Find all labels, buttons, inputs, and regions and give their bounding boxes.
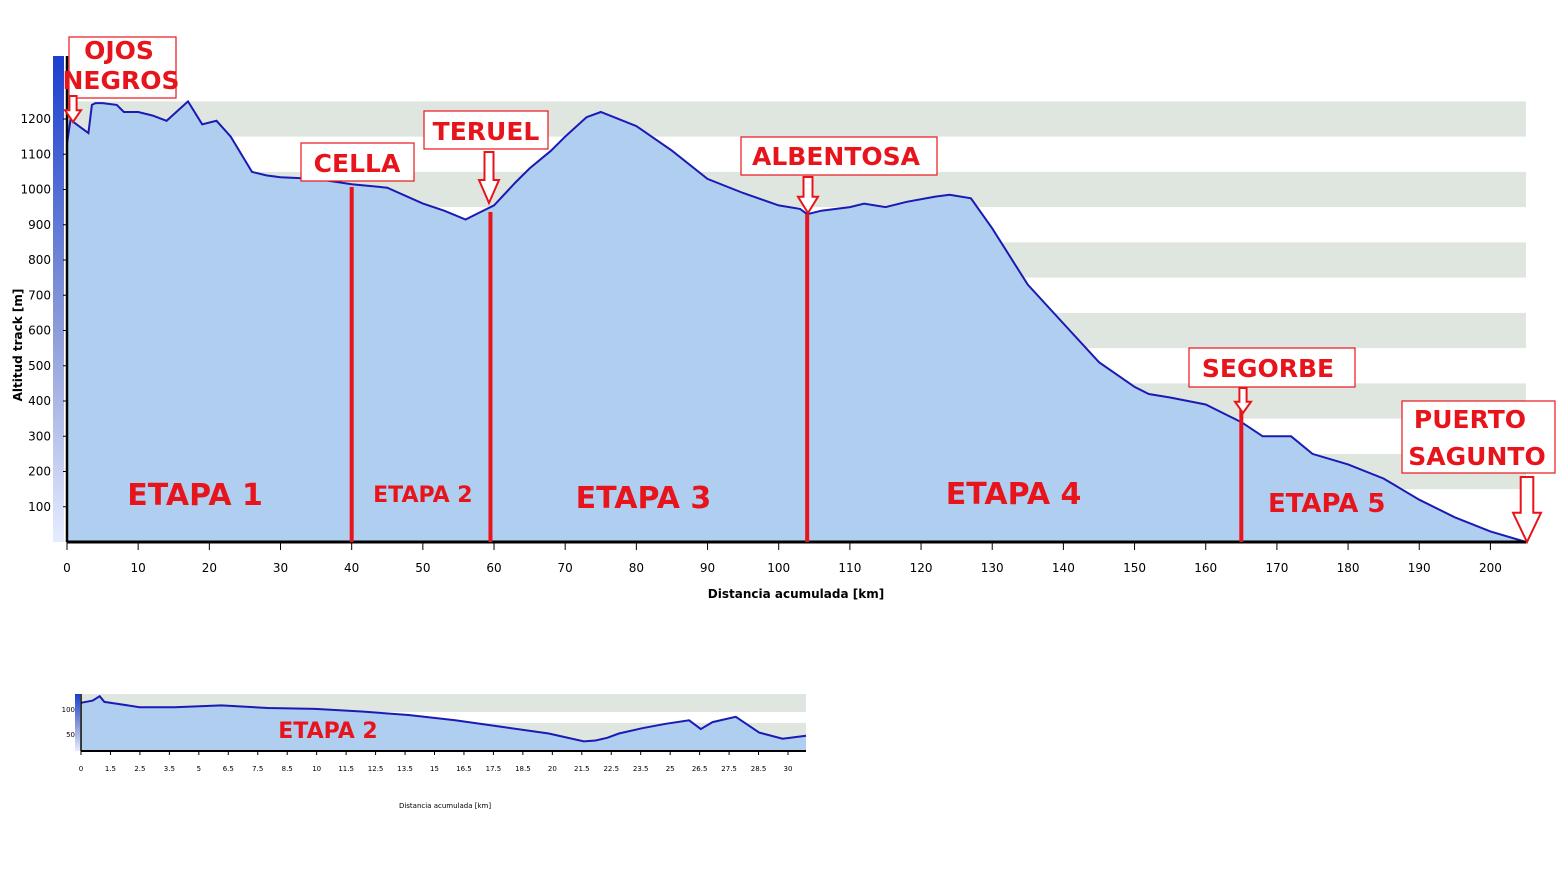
y-tick-label: 1000 xyxy=(20,183,51,197)
elevation-area xyxy=(67,101,1526,543)
mini-x-tick-label: 28.5 xyxy=(751,765,767,773)
x-tick-label: 10 xyxy=(131,561,146,575)
mini-x-axis-title: Distancia acumulada [km] xyxy=(399,802,491,810)
pointer-arrow xyxy=(1511,476,1543,545)
x-tick-label: 180 xyxy=(1337,561,1360,575)
pointer-arrow xyxy=(796,176,820,215)
x-tick-label: 20 xyxy=(202,561,217,575)
label-box xyxy=(740,136,938,176)
y-tick-label: 100 xyxy=(28,500,51,514)
mini-x-tick-label: 18.5 xyxy=(515,765,531,773)
elevation-line xyxy=(66,99,1527,543)
mini-x-tick-label: 22.5 xyxy=(603,765,619,773)
mini-y-tick-label: 50 xyxy=(66,731,75,739)
mini-elevation-line xyxy=(80,694,807,743)
x-tick-label: 160 xyxy=(1194,561,1217,575)
mini-x-tick-label: 16.5 xyxy=(456,765,472,773)
mini-x-tick-label: 8.5 xyxy=(282,765,293,773)
mini-x-tick-label: 20 xyxy=(548,765,557,773)
y-tick-label: 300 xyxy=(28,429,51,443)
stage-label: ETAPA 1 xyxy=(127,478,263,513)
x-tick-label: 170 xyxy=(1265,561,1288,575)
mini-x-tick-label: 2.5 xyxy=(134,765,145,773)
y-axis-title: Altitud track [m] xyxy=(11,289,25,402)
x-tick-label: 140 xyxy=(1052,561,1075,575)
x-tick-label: 110 xyxy=(838,561,861,575)
mini-x-tick-label: 5 xyxy=(197,765,201,773)
y-tick-label: 700 xyxy=(28,288,51,302)
label-box xyxy=(1188,347,1356,388)
mini-x-tick-label: 26.5 xyxy=(692,765,708,773)
mini-elevation-area xyxy=(81,696,806,751)
town-label-line: NEGROS xyxy=(62,66,179,95)
y-tick-label: 600 xyxy=(28,324,51,338)
x-tick-label: 130 xyxy=(981,561,1004,575)
label-box xyxy=(423,110,549,150)
x-tick-label: 150 xyxy=(1123,561,1146,575)
town-label: TERUEL xyxy=(433,117,540,146)
town-label: CELLA xyxy=(314,149,401,178)
town-label-line: SAGUNTO xyxy=(1408,442,1545,471)
grid-band xyxy=(67,101,1526,137)
town-label-line: OJOS xyxy=(84,36,154,65)
label-box xyxy=(1401,400,1556,474)
y-tick-label: 900 xyxy=(28,218,51,232)
mini-x-tick-label: 0 xyxy=(79,765,83,773)
y-tick-label: 400 xyxy=(28,394,51,408)
mini-x-tick-label: 15 xyxy=(430,765,439,773)
label-box xyxy=(68,36,177,99)
stage-label: ETAPA 4 xyxy=(946,477,1082,512)
y-tick-label: 500 xyxy=(28,359,51,373)
y-tick-label: 1100 xyxy=(20,147,51,161)
mini-y-tick-label: 100 xyxy=(62,706,75,714)
mini-x-tick-label: 7.5 xyxy=(252,765,263,773)
y-tick-label: 800 xyxy=(28,253,51,267)
x-tick-label: 200 xyxy=(1479,561,1502,575)
mini-x-tick-label: 12.5 xyxy=(368,765,384,773)
mini-x-tick-label: 13.5 xyxy=(397,765,413,773)
mini-x-tick-label: 23.5 xyxy=(633,765,649,773)
town-label: SEGORBE xyxy=(1202,354,1334,383)
stage-label: ETAPA 3 xyxy=(576,481,712,516)
x-tick-label: 190 xyxy=(1408,561,1431,575)
label-box xyxy=(300,142,415,182)
mini-x-tick-label: 27.5 xyxy=(721,765,737,773)
x-tick-label: 90 xyxy=(700,561,715,575)
pointer-arrow xyxy=(63,95,83,124)
mini-x-tick-label: 10 xyxy=(312,765,321,773)
mini-x-tick-label: 30 xyxy=(784,765,793,773)
mini-x-tick-label: 25 xyxy=(666,765,675,773)
x-tick-label: 40 xyxy=(344,561,359,575)
x-tick-label: 50 xyxy=(415,561,430,575)
x-tick-label: 120 xyxy=(910,561,933,575)
x-axis-title: Distancia acumulada [km] xyxy=(708,587,884,601)
mini-y-axis-bar xyxy=(75,694,80,751)
x-tick-label: 100 xyxy=(767,561,790,575)
y-tick-label: 1200 xyxy=(20,112,51,126)
x-tick-label: 70 xyxy=(558,561,573,575)
mini-x-tick-label: 21.5 xyxy=(574,765,590,773)
x-tick-label: 80 xyxy=(629,561,644,575)
town-label-line: PUERTO xyxy=(1414,405,1526,434)
x-tick-label: 30 xyxy=(273,561,288,575)
mini-stage-label: ETAPA 2 xyxy=(278,719,377,744)
x-tick-label: 0 xyxy=(63,561,71,575)
x-tick-label: 60 xyxy=(486,561,501,575)
mini-x-tick-label: 1.5 xyxy=(105,765,116,773)
y-tick-label: 200 xyxy=(28,465,51,479)
mini-x-tick-label: 6.5 xyxy=(223,765,234,773)
stage-label: ETAPA 2 xyxy=(373,483,472,508)
mini-x-tick-label: 17.5 xyxy=(486,765,502,773)
town-label: ALBENTOSA xyxy=(752,142,921,171)
pointer-arrow xyxy=(477,151,501,206)
mini-x-tick-label: 11.5 xyxy=(338,765,354,773)
pointer-arrow xyxy=(1233,387,1253,415)
mini-x-tick-label: 3.5 xyxy=(164,765,175,773)
y-axis-bar xyxy=(53,56,64,542)
stage-label: ETAPA 5 xyxy=(1268,489,1386,519)
